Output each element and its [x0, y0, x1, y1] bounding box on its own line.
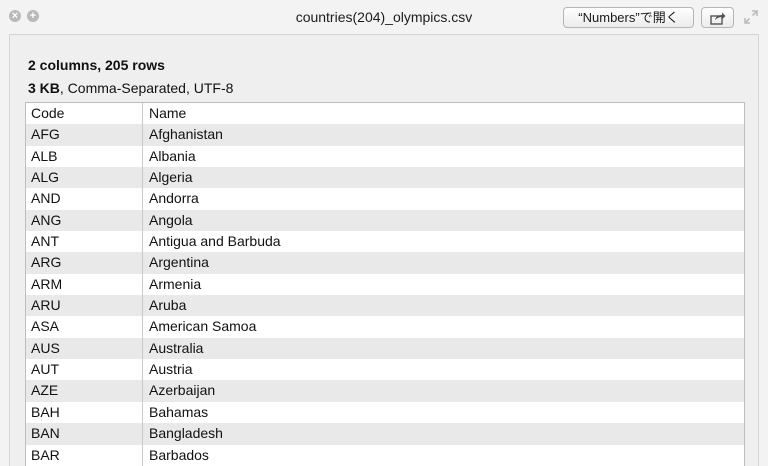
zoom-icon[interactable]: + — [27, 10, 39, 22]
cell-name: Afghanistan — [149, 126, 223, 143]
cell-code: AZE — [26, 380, 143, 402]
cell-code: ALG — [26, 167, 143, 189]
preview-content: 2 columns, 205 rows 3 KB, Comma-Separate… — [9, 34, 759, 466]
cell-code: BAR — [26, 444, 143, 466]
cell-name: Argentina — [149, 254, 209, 271]
csv-table[interactable]: Code Name AFG Afghanistan ALB Albania ALG Alg… — [25, 102, 745, 466]
window-title: countries(204)_olympics.csv — [295, 9, 473, 25]
cell-name: Antigua and Barbuda — [149, 233, 281, 250]
table-row: ANT Antigua and Barbuda — [26, 231, 744, 253]
cell-name: American Samoa — [149, 318, 257, 335]
cell-code: ARM — [26, 273, 143, 296]
cell-name: Albania — [149, 147, 196, 164]
cell-name: Azerbaijan — [149, 382, 216, 399]
cell-code: AND — [26, 188, 143, 210]
table-row: AUS Australia — [26, 337, 744, 360]
title-bar[interactable]: × + countries(204)_olympics.csv “Numbers… — [0, 0, 768, 34]
table-row: BAH Bahamas — [26, 401, 744, 424]
close-icon[interactable]: × — [9, 10, 21, 22]
cell-code: BAN — [26, 423, 143, 445]
cell-name: Armenia — [149, 275, 202, 292]
table-row: AZE Azerbaijan — [26, 380, 744, 402]
cell-code: AUT — [26, 359, 143, 381]
columns-rows-info: 2 columns, 205 rows — [28, 57, 165, 73]
cell-name: Bahamas — [149, 403, 209, 420]
cell-name: Australia — [149, 339, 204, 356]
cell-code: ARG — [26, 252, 143, 274]
file-format: , Comma-Separated, UTF-8 — [59, 80, 234, 96]
table-row: ARM Armenia — [26, 273, 744, 296]
cell-code: ARU — [26, 295, 143, 317]
table-row: ARU Aruba — [26, 295, 744, 317]
cell-code: ANT — [26, 231, 143, 253]
cell-code: BAH — [26, 401, 143, 424]
header-code: Code — [26, 103, 143, 125]
cell-name: Andorra — [149, 190, 199, 207]
cell-name: Angola — [149, 211, 193, 228]
cell-name: Austria — [149, 361, 193, 378]
table-row: ARG Argentina — [26, 252, 744, 274]
cell-code: ASA — [26, 316, 143, 338]
open-with-numbers-button[interactable]: “Numbers”で開く — [563, 7, 694, 28]
table-row: AFG Afghanistan — [26, 124, 744, 146]
table-row: ANG Angola — [26, 209, 744, 232]
table-row: AND Andorra — [26, 188, 744, 210]
share-button[interactable] — [701, 7, 734, 28]
cell-name: Bangladesh — [149, 425, 223, 442]
table-row: BAR Barbados — [26, 444, 744, 466]
cell-code: ANG — [26, 209, 143, 232]
table-row: ASA American Samoa — [26, 316, 744, 338]
cell-code: ALB — [26, 145, 143, 168]
cell-name: Algeria — [149, 169, 193, 186]
table-body: AFG Afghanistan ALB Albania ALG Algeria AND And… — [26, 124, 744, 466]
table-row: ALB Albania — [26, 145, 744, 168]
table-header-row: Code Name — [26, 103, 744, 125]
file-info: 3 KB, Comma-Separated, UTF-8 — [28, 80, 233, 96]
file-size: 3 KB — [28, 80, 60, 96]
table-row: ALG Algeria — [26, 167, 744, 189]
cell-code: AFG — [26, 124, 143, 146]
header-name: Name — [149, 105, 187, 121]
cell-code: AUS — [26, 337, 143, 360]
table-row: AUT Austria — [26, 359, 744, 381]
share-icon — [710, 12, 726, 25]
cell-name: Barbados — [149, 446, 209, 463]
fullscreen-icon[interactable] — [743, 9, 759, 25]
cell-name: Aruba — [149, 297, 187, 314]
table-row: BAN Bangladesh — [26, 423, 744, 445]
